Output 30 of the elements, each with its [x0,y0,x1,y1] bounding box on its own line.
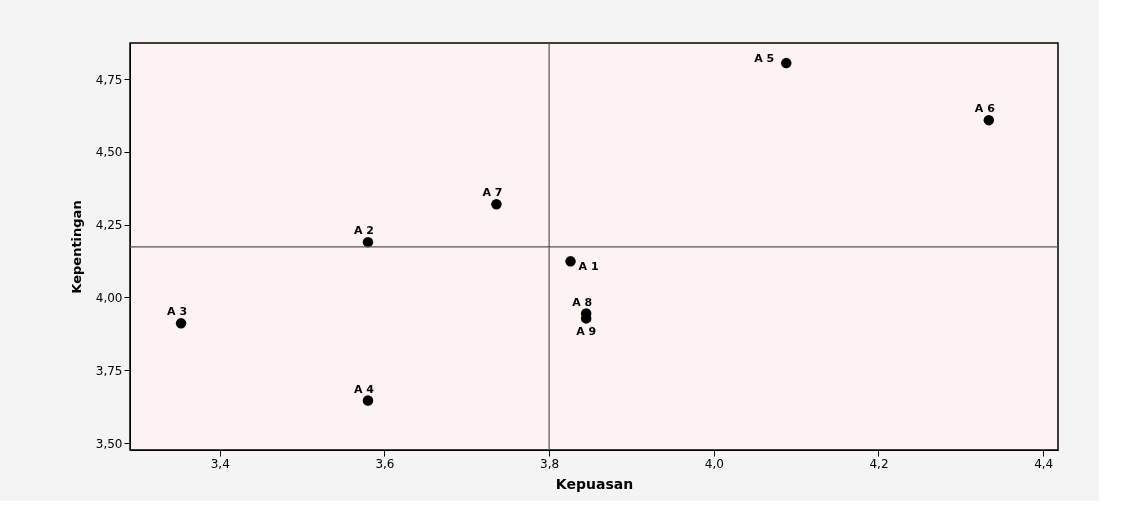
x-tick-label: 4,2 [869,456,889,471]
annotation: A 1 [578,260,599,274]
point [362,236,374,248]
annotation: A 4 [353,382,375,396]
y-tick-label: 4,75 [95,72,123,87]
x-tick-label: 3,8 [540,456,560,471]
point [781,57,792,69]
annotation: A 3 [167,305,188,319]
annotation: A 6 [974,102,996,116]
x-tick-label: 4,4 [1034,456,1054,471]
annotation: A 9 [576,325,597,339]
x-tick-label: 3,4 [210,456,230,471]
x-tick-label: 3,6 [375,456,395,471]
x-tick-label: 4,0 [704,456,724,471]
point [565,256,576,267]
x-axis-title: Kepuasan [555,475,634,492]
y-axis-title: Kepentingan [68,200,84,294]
y-tick-label: 4,25 [95,218,123,233]
point [491,199,502,210]
annotation: A 8 [572,296,593,310]
annotation: A 7 [482,186,503,200]
annotation: A 2 [353,224,374,238]
point [362,395,374,406]
point [983,114,995,126]
annotation: A 5 [754,52,775,66]
y-tick-label: 4,00 [95,290,123,305]
y-tick-label: 3,50 [95,436,123,451]
point [175,318,187,329]
y-tick-label: 4,50 [95,145,123,160]
y-tick-label: 3,75 [95,363,123,378]
